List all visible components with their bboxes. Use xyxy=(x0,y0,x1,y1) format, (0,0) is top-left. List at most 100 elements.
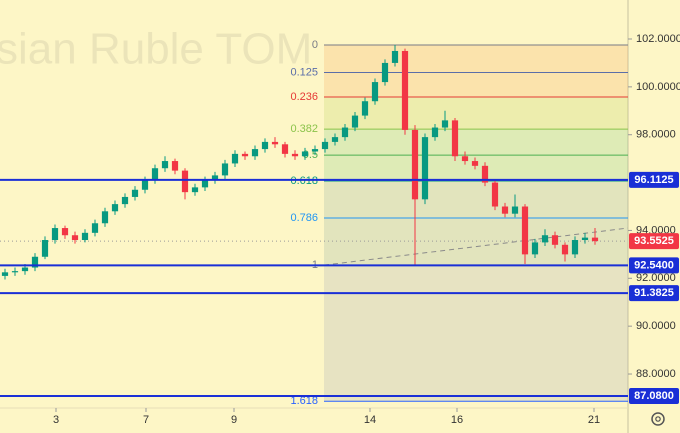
y-tick-label: 90.0000 xyxy=(636,320,676,332)
candle-body xyxy=(231,153,239,164)
fib-label: 0.125 xyxy=(290,66,318,78)
candle-body xyxy=(291,153,299,157)
candle-body xyxy=(251,149,259,157)
fib-band xyxy=(324,181,628,219)
fib-band xyxy=(324,72,628,97)
candle-body xyxy=(481,165,489,183)
fib-label: 0.786 xyxy=(290,212,318,224)
x-tick-label: 3 xyxy=(53,414,59,426)
candle-body xyxy=(441,120,449,128)
candle-body xyxy=(11,271,19,273)
fib-band xyxy=(324,155,628,182)
candle-body xyxy=(471,161,479,166)
candle-body xyxy=(241,153,249,157)
candle-body xyxy=(511,206,519,214)
candle-body xyxy=(391,50,399,63)
candle-body xyxy=(151,168,159,181)
candle-body xyxy=(401,50,409,130)
x-tick-label: 9 xyxy=(231,414,237,426)
candle-body xyxy=(71,235,79,241)
gear-hub xyxy=(655,416,661,422)
x-tick-label: 16 xyxy=(451,414,463,426)
fib-band xyxy=(324,129,628,156)
level-badge xyxy=(629,388,679,405)
candle-body xyxy=(141,180,149,190)
candle-body xyxy=(221,163,229,176)
x-tick-label: 7 xyxy=(143,414,149,426)
candle-body xyxy=(451,120,459,157)
candle-body xyxy=(211,175,219,181)
candle-body xyxy=(491,182,499,207)
x-tick-label: 14 xyxy=(364,414,376,426)
candle-body xyxy=(381,62,389,83)
candle-body xyxy=(591,237,599,242)
candle-body xyxy=(531,242,539,255)
candle-body xyxy=(571,240,579,255)
candle-body xyxy=(51,228,59,241)
candle-body xyxy=(501,206,509,214)
level-label: 92.5400 xyxy=(634,259,674,271)
candle-body xyxy=(171,161,179,171)
candle-body xyxy=(411,129,419,200)
candle-body xyxy=(331,137,339,142)
candle-body xyxy=(521,206,529,255)
candle-body xyxy=(131,189,139,197)
candle-body xyxy=(281,144,289,154)
candle-body xyxy=(161,161,169,169)
y-tick-label: 102.0000 xyxy=(636,33,680,45)
candle-body xyxy=(551,235,559,245)
candle-body xyxy=(311,149,319,152)
fib-label: 1.618 xyxy=(290,395,318,407)
candle-body xyxy=(101,211,109,224)
candle-body xyxy=(111,204,119,212)
candle-body xyxy=(1,272,9,276)
fib-band xyxy=(324,265,628,402)
y-tick-label: 100.0000 xyxy=(636,81,680,93)
fib-label: 0.618 xyxy=(290,175,318,187)
candle-body xyxy=(351,115,359,128)
candle-body xyxy=(421,137,429,200)
candle-body xyxy=(321,141,329,150)
candle-body xyxy=(361,101,369,116)
candle-body xyxy=(31,256,39,268)
y-tick-label: 92.0000 xyxy=(636,272,676,284)
x-tick-label: 21 xyxy=(588,414,600,426)
level-badge xyxy=(629,257,679,274)
level-label: 91.3825 xyxy=(634,287,674,299)
candle-body xyxy=(271,141,279,145)
candle-body xyxy=(41,240,49,257)
trend-line xyxy=(323,227,629,266)
candle-body xyxy=(431,127,439,138)
last-price-badge xyxy=(629,233,679,250)
candle-body xyxy=(81,232,89,241)
candle-body xyxy=(561,244,569,255)
fib-band xyxy=(324,96,628,130)
candle-body xyxy=(371,82,379,102)
settings-icon[interactable] xyxy=(651,412,665,426)
level-badge xyxy=(629,285,679,302)
candle-body xyxy=(261,141,269,150)
y-tick-label: 88.0000 xyxy=(636,368,676,380)
fib-band xyxy=(324,44,628,73)
fib-label: 0.236 xyxy=(290,91,318,103)
watermark: sian Ruble TOM xyxy=(0,25,312,74)
last-price-label: 93.5525 xyxy=(634,235,674,247)
candle-body xyxy=(341,127,349,138)
candle-body xyxy=(181,170,189,193)
level-label: 87.0800 xyxy=(634,390,674,402)
candle-body xyxy=(191,187,199,193)
candle-body xyxy=(581,237,589,241)
level-label: 96.1125 xyxy=(634,174,673,186)
candle-body xyxy=(21,267,29,272)
candle-body xyxy=(461,156,469,162)
candle-body xyxy=(61,228,69,236)
y-tick-label: 98.0000 xyxy=(636,129,676,141)
fib-label: 0.382 xyxy=(290,123,318,135)
candle-body xyxy=(121,196,129,205)
candle-body xyxy=(91,223,99,233)
level-badge xyxy=(629,171,679,188)
candle-body xyxy=(201,180,209,188)
candle-body xyxy=(301,151,309,157)
gear-ring xyxy=(651,412,665,426)
